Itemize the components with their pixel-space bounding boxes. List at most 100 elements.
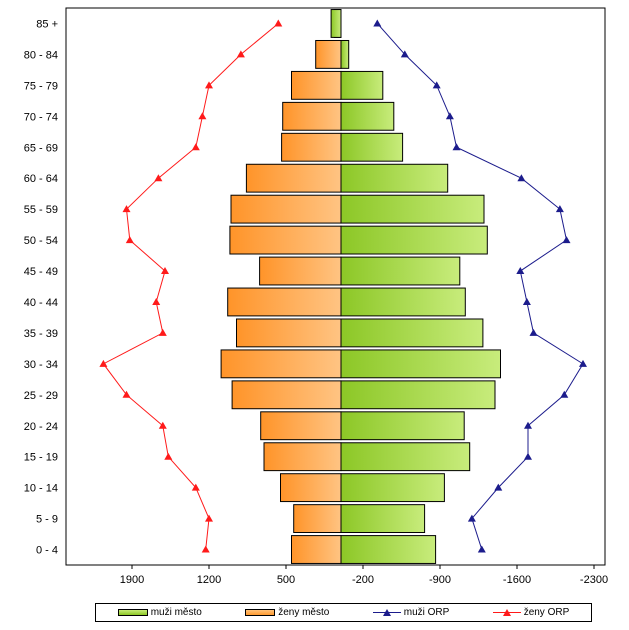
bar-muzi-mesto bbox=[340, 473, 445, 503]
bar-zeny-mesto bbox=[260, 411, 342, 441]
point-muzi-orp bbox=[524, 421, 532, 429]
y-tick-label: 0 - 4 bbox=[36, 545, 58, 557]
y-tick-label: 50 - 54 bbox=[24, 235, 58, 247]
x-tick-label: -2300 bbox=[580, 574, 608, 586]
bar-zeny-mesto bbox=[236, 318, 342, 348]
point-muzi-orp bbox=[467, 514, 476, 522]
point-muzi-orp bbox=[579, 359, 587, 367]
x-tick-label: 500 bbox=[277, 574, 295, 586]
point-muzi-orp bbox=[555, 205, 564, 213]
x-tick-label: -1600 bbox=[503, 574, 531, 586]
bar-muzi-mesto bbox=[340, 380, 496, 410]
y-tick-label: 20 - 24 bbox=[24, 421, 58, 433]
bar-zeny-mesto bbox=[291, 70, 342, 100]
legend-label-zeny-orp: ženy ORP bbox=[523, 607, 570, 618]
bar-zeny-mesto bbox=[220, 349, 342, 379]
bar-muzi-mesto bbox=[330, 9, 342, 38]
bar-muzi-mesto bbox=[340, 504, 426, 534]
bar-zeny-mesto bbox=[259, 256, 342, 286]
point-zeny-orp bbox=[236, 50, 245, 58]
point-muzi-orp bbox=[560, 390, 569, 398]
bar-zeny-mesto bbox=[231, 380, 342, 410]
bar-zeny-mesto bbox=[280, 473, 342, 503]
point-zeny-orp bbox=[158, 421, 167, 429]
bar-muzi-mesto bbox=[340, 70, 384, 100]
legend-item-muzi-mesto: muži město bbox=[117, 607, 202, 618]
y-tick-label: 80 - 84 bbox=[24, 49, 58, 61]
legend-label-muzi-orp: muži ORP bbox=[403, 607, 450, 618]
point-zeny-orp bbox=[158, 328, 167, 336]
legend-marker-zeny-orp bbox=[492, 608, 521, 617]
bar-muzi-mesto bbox=[340, 318, 484, 348]
y-tick-label: 85 + bbox=[36, 18, 58, 30]
legend-item-muzi-orp: muži ORP bbox=[372, 607, 450, 618]
y-tick-label: 15 - 19 bbox=[24, 452, 58, 464]
bar-muzi-mesto bbox=[340, 442, 471, 472]
bar-zeny-mesto bbox=[245, 163, 342, 193]
bar-muzi-mesto bbox=[340, 163, 449, 193]
bar-muzi-mesto bbox=[340, 535, 437, 564]
bar-muzi-mesto bbox=[340, 39, 350, 69]
bar-zeny-mesto bbox=[291, 535, 342, 564]
point-muzi-orp bbox=[445, 112, 454, 120]
legend-item-zeny-orp: ženy ORP bbox=[492, 607, 570, 618]
bar-muzi-mesto bbox=[340, 287, 466, 317]
bar-zeny-mesto bbox=[315, 39, 342, 69]
bar-muzi-mesto bbox=[340, 349, 501, 379]
y-tick-label: 75 - 79 bbox=[24, 80, 58, 92]
point-zeny-orp bbox=[164, 452, 173, 460]
point-zeny-orp bbox=[191, 143, 200, 151]
y-tick-label: 25 - 29 bbox=[24, 390, 58, 402]
point-muzi-orp bbox=[477, 545, 486, 553]
point-zeny-orp bbox=[205, 81, 213, 89]
bar-zeny-mesto bbox=[263, 442, 342, 472]
point-muzi-orp bbox=[524, 452, 532, 460]
bar-muzi-mesto bbox=[340, 101, 395, 131]
point-zeny-orp bbox=[99, 359, 108, 367]
x-tick-label: 1900 bbox=[120, 574, 144, 586]
y-tick-label: 60 - 64 bbox=[24, 173, 58, 185]
point-muzi-orp bbox=[373, 19, 382, 27]
point-muzi-orp bbox=[494, 483, 503, 491]
bar-zeny-mesto bbox=[282, 101, 342, 131]
legend-item-zeny-mesto: ženy město bbox=[245, 607, 329, 618]
bar-zeny-mesto bbox=[227, 287, 342, 317]
point-muzi-orp bbox=[516, 267, 525, 275]
y-tick-label: 65 - 69 bbox=[24, 142, 58, 154]
bar-zeny-mesto bbox=[281, 132, 342, 162]
legend-swatch-muzi-mesto bbox=[117, 609, 148, 616]
y-tick-label: 10 - 14 bbox=[24, 483, 58, 495]
point-zeny-orp bbox=[274, 19, 283, 27]
point-zeny-orp bbox=[154, 174, 163, 182]
point-zeny-orp bbox=[201, 545, 210, 553]
legend-marker-muzi-orp bbox=[372, 608, 401, 617]
bar-muzi-mesto bbox=[340, 132, 404, 162]
bar-zeny-mesto bbox=[229, 225, 342, 255]
bar-muzi-mesto bbox=[340, 411, 465, 441]
bar-zeny-mesto bbox=[293, 504, 342, 534]
y-tick-label: 55 - 59 bbox=[24, 204, 58, 216]
bar-muzi-mesto bbox=[340, 225, 488, 255]
y-tick-label: 45 - 49 bbox=[24, 266, 58, 278]
point-zeny-orp bbox=[125, 236, 134, 244]
point-muzi-orp bbox=[529, 328, 538, 336]
legend-label-zeny-mesto: ženy město bbox=[278, 607, 330, 618]
x-tick-label: -200 bbox=[352, 574, 374, 586]
y-tick-label: 5 - 9 bbox=[36, 514, 58, 526]
legend-swatch-zeny-mesto bbox=[245, 609, 276, 616]
line-zeny-orp bbox=[102, 23, 279, 550]
point-muzi-orp bbox=[400, 50, 409, 58]
point-zeny-orp bbox=[161, 267, 169, 275]
bar-muzi-mesto bbox=[340, 256, 461, 286]
point-muzi-orp bbox=[517, 174, 526, 182]
point-zeny-orp bbox=[122, 390, 131, 398]
y-tick-label: 70 - 74 bbox=[24, 111, 58, 123]
legend-label-muzi-mesto: muži město bbox=[150, 607, 202, 618]
x-tick-label: 1200 bbox=[197, 574, 221, 586]
point-zeny-orp bbox=[198, 112, 207, 120]
point-muzi-orp bbox=[452, 143, 461, 151]
plot-frame bbox=[65, 7, 606, 566]
y-tick-label: 40 - 44 bbox=[24, 297, 58, 309]
point-zeny-orp bbox=[152, 297, 161, 305]
